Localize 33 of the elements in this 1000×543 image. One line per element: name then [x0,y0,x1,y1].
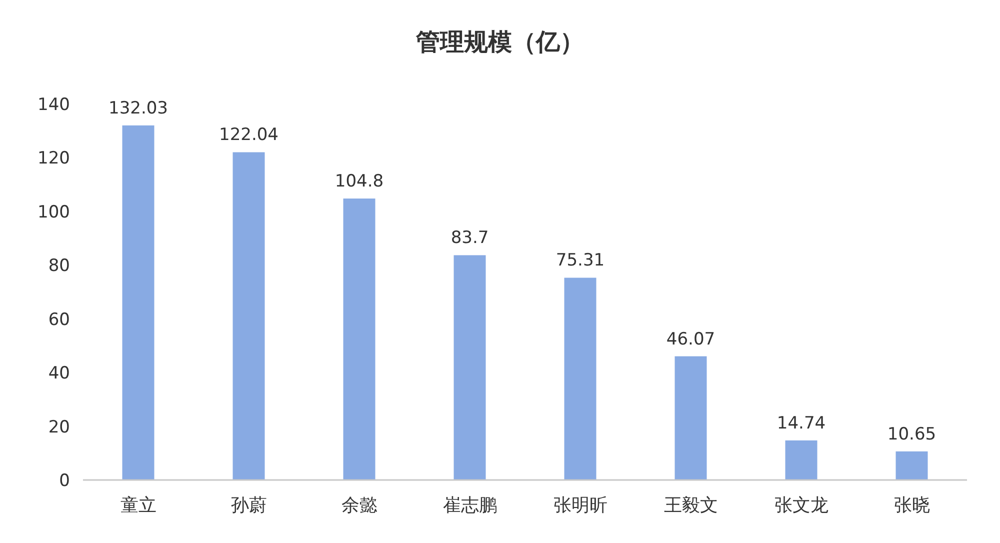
y-tick-label: 140 [38,95,70,115]
x-tick-label: 张明昕 [553,495,608,516]
bar [232,152,265,480]
data-label: 132.03 [108,98,168,118]
data-label: 14.74 [776,413,826,434]
data-label: 122.04 [219,125,278,146]
y-tick-label: 120 [38,148,70,169]
chart-title: 管理规模（亿） [415,28,584,56]
y-tick-label: 60 [48,310,70,330]
y-tick-label: 0 [59,471,70,491]
bar [343,198,376,480]
data-label: 46.07 [666,329,716,350]
y-tick-label: 100 [38,202,70,222]
bar [454,255,486,480]
y-tick-label: 40 [48,364,70,384]
x-tick-label: 王毅文 [664,495,718,516]
data-label: 83.7 [450,228,489,248]
y-tick-label: 20 [48,417,70,438]
x-tick-label: 孙蔚 [230,495,267,516]
y-tick-label: 80 [48,256,70,276]
bar [564,278,596,480]
bar [785,440,818,480]
bar [896,451,928,480]
data-label: 10.65 [887,424,936,444]
x-tick-label: 张晓 [894,495,930,516]
bar [122,125,154,480]
x-tick-label: 童立 [120,495,156,516]
data-label: 75.31 [556,250,605,271]
bar [674,356,707,480]
x-tick-label: 崔志鹏 [442,495,497,516]
x-tick-label: 余懿 [341,495,378,516]
data-label: 104.8 [334,172,384,192]
x-tick-label: 张文龙 [774,495,828,516]
